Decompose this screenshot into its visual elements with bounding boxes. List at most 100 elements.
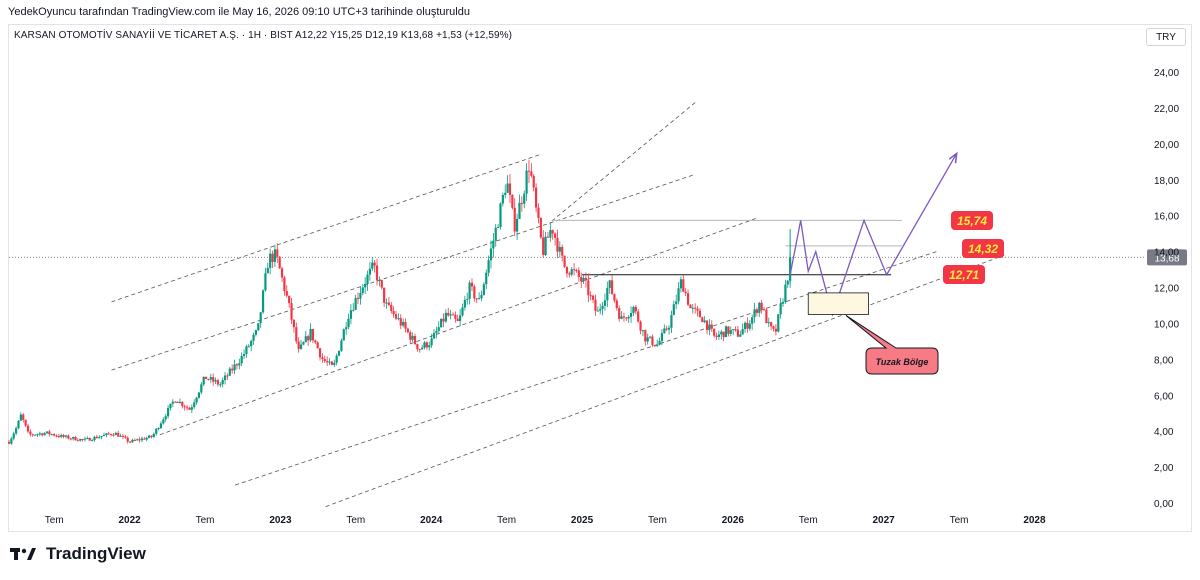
- candle-body: [656, 344, 659, 347]
- chart-frame: [8, 24, 1192, 532]
- candle-body: [295, 327, 298, 342]
- candle-body: [169, 403, 172, 409]
- candle-body: [34, 434, 37, 436]
- candle-body: [72, 436, 75, 439]
- candle-body: [774, 328, 777, 332]
- candle-body: [361, 287, 364, 293]
- candle-body: [580, 276, 583, 282]
- candle-body: [577, 270, 580, 277]
- candle-body: [784, 284, 787, 302]
- candle-body: [767, 322, 770, 324]
- channel-line: [159, 217, 759, 436]
- candle-body: [523, 193, 526, 204]
- candle-body: [751, 317, 754, 324]
- candle-body: [307, 336, 310, 341]
- trap-zone: Tuzak Bölge: [807, 292, 939, 375]
- candle-body: [589, 295, 592, 297]
- candle-body: [356, 297, 360, 299]
- x-tick-label: Tem: [648, 515, 667, 526]
- candle-body: [722, 331, 725, 338]
- candle-body: [117, 432, 120, 437]
- candle-body: [266, 267, 269, 274]
- y-tick-label: 0,00: [1154, 499, 1174, 510]
- candle-body: [686, 293, 690, 305]
- candle-body: [311, 328, 315, 341]
- candle-body: [12, 433, 15, 439]
- candle-body: [76, 440, 79, 442]
- x-tick-label: 2028: [1023, 515, 1046, 526]
- candle-body: [98, 437, 101, 439]
- candle-body: [713, 328, 716, 336]
- candle-body: [102, 434, 106, 437]
- candle-body: [219, 384, 222, 386]
- candle-body: [732, 329, 735, 331]
- candle-body: [594, 299, 597, 311]
- candle-body: [190, 407, 193, 410]
- symbol-info-line[interactable]: KARSAN OTOMOTİV SANAYİİ VE TİCARET A.Ş. …: [14, 30, 513, 41]
- candle-body: [475, 298, 478, 300]
- tradingview-logo[interactable]: TradingView: [10, 544, 146, 564]
- x-tick-label: 2022: [119, 515, 142, 526]
- candle-body: [240, 355, 243, 364]
- candle-body: [582, 278, 585, 282]
- candle-body: [456, 318, 459, 322]
- y-tick-label: 18,00: [1154, 176, 1179, 187]
- candle-body: [741, 329, 744, 335]
- candle-body: [147, 435, 151, 438]
- candle-body: [45, 431, 49, 434]
- candle-body: [292, 319, 296, 328]
- candle-body: [152, 433, 155, 437]
- candle-body: [696, 308, 699, 311]
- candle-body: [734, 329, 737, 331]
- time-axis: Tem 2022 Tem 2023 Tem 2024 Tem 2025 Tem 2026 Tem 20…: [45, 515, 1046, 526]
- candle-body: [176, 401, 179, 404]
- candle-body: [81, 439, 84, 441]
- candle-body: [672, 304, 675, 316]
- horizontal-levels: [551, 219, 902, 276]
- candle-body: [349, 310, 352, 319]
- candle-body: [625, 317, 628, 319]
- candle-body: [705, 320, 709, 331]
- currency-button[interactable]: TRY: [1146, 28, 1186, 46]
- candle-body: [109, 434, 113, 436]
- candle-body: [309, 328, 312, 341]
- y-tick-label: 20,00: [1154, 140, 1179, 151]
- level-badge-bg: [951, 211, 993, 230]
- candle-body: [442, 318, 445, 322]
- candle-body: [340, 340, 343, 351]
- candle-body: [26, 425, 30, 432]
- x-tick-label: 2026: [722, 515, 745, 526]
- candle-body: [599, 308, 602, 311]
- candle-body: [537, 207, 540, 219]
- tradingview-logo-icon: [10, 548, 36, 560]
- candle-body: [138, 439, 141, 441]
- x-tick-label: 2024: [420, 515, 443, 526]
- candle-body: [468, 282, 471, 299]
- candle-body: [314, 340, 317, 343]
- candle-body: [159, 423, 163, 429]
- candle-body: [157, 428, 160, 430]
- candle-body: [627, 316, 630, 319]
- level-label-badge: 15,74: [951, 211, 993, 230]
- candle-body: [691, 307, 694, 309]
- candle-body: [463, 299, 466, 308]
- channel-line: [111, 154, 540, 303]
- candle-body: [423, 342, 426, 348]
- candle-body: [112, 434, 115, 436]
- candle-body: [435, 331, 438, 334]
- candle-body: [29, 431, 32, 435]
- level-badge-text: 14,32: [968, 242, 998, 256]
- candle-body: [454, 314, 457, 319]
- candle-body: [342, 329, 345, 341]
- candle-body: [62, 435, 65, 437]
- candle-body: [64, 435, 68, 437]
- channel-line: [111, 173, 696, 371]
- candle-body: [753, 309, 756, 318]
- level-badge-bg: [943, 265, 985, 284]
- candle-body: [542, 237, 545, 255]
- candle-body: [394, 314, 398, 319]
- candle-body: [760, 302, 763, 310]
- candle-body: [615, 300, 618, 309]
- candle-body: [572, 269, 576, 271]
